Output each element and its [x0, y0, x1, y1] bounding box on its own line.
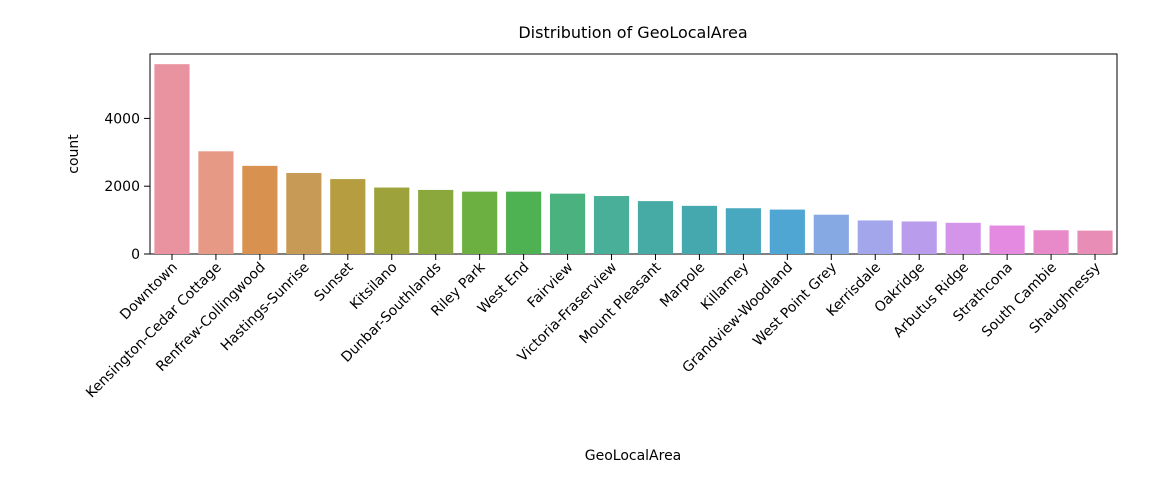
bar-marpole	[681, 205, 718, 254]
bar-hastings-sunrise	[286, 172, 322, 254]
bar-riley-park	[462, 191, 498, 254]
y-tick-label: 2000	[104, 179, 140, 195]
y-axis-label: count	[66, 134, 82, 174]
bar-shaughnessy	[1077, 230, 1113, 254]
bar-victoria-fraserview	[593, 196, 630, 254]
bar-grandview-woodland	[769, 209, 805, 254]
x-tick-label: Mount Pleasant	[577, 259, 665, 347]
bar-arbutus-ridge	[945, 222, 981, 254]
bar-sunset	[330, 179, 366, 254]
bar-oakridge	[901, 221, 937, 254]
bar-mount-pleasant	[637, 201, 674, 254]
bar-west-point-grey	[813, 214, 849, 254]
bar-killarney	[725, 208, 761, 254]
y-tick-label: 0	[131, 247, 140, 263]
plot-frame	[149, 53, 1118, 255]
x-axis-label: GeoLocalArea	[585, 448, 682, 464]
x-tick-label: South Cambie	[979, 260, 1060, 341]
bar-west-end	[506, 191, 542, 254]
bar-kerrisdale	[857, 220, 893, 254]
bar-south-cambie	[1033, 230, 1069, 254]
bar-dunbar-southlands	[418, 189, 454, 254]
x-tick-label: Arbutus Ridge	[891, 260, 972, 341]
bar-fairview	[549, 193, 586, 254]
bar-kitsilano	[374, 187, 410, 254]
y-tick-label: 4000	[104, 111, 140, 127]
bar-strathcona	[989, 225, 1025, 254]
bar-downtown	[154, 64, 190, 254]
chart-title: Distribution of GeoLocalArea	[518, 23, 747, 42]
bar-kensington-cedar-cottage	[198, 151, 234, 254]
bar-renfrew-collingwood	[242, 165, 278, 254]
